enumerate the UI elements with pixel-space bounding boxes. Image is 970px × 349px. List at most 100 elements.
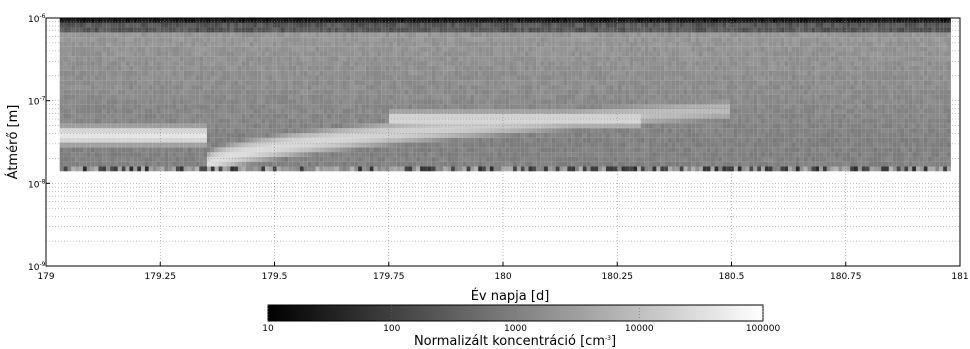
heatmap-cell: [540, 61, 545, 66]
heatmap-cell: [206, 128, 211, 133]
heatmap-cell: [509, 161, 514, 167]
heatmap-cell: [609, 61, 614, 66]
heatmap-cell: [648, 99, 653, 105]
heatmap-cell: [358, 22, 362, 28]
heatmap-cell: [315, 85, 320, 90]
heatmap-cell: [532, 137, 537, 143]
heatmap-cell: [141, 166, 145, 172]
heatmap-cell: [164, 46, 169, 52]
heatmap-cell: [617, 142, 622, 148]
heatmap-cell: [319, 18, 324, 23]
heatmap-cell: [505, 104, 510, 110]
heatmap-cell: [590, 104, 595, 110]
heatmap-cell: [408, 41, 413, 47]
heatmap-cell: [567, 37, 572, 42]
heatmap-cell: [187, 61, 192, 66]
heatmap-cell: [501, 56, 506, 62]
heatmap-cell: [540, 147, 545, 153]
heatmap-cell: [648, 147, 653, 153]
heatmap-cell: [660, 123, 665, 129]
heatmap-cell: [311, 104, 316, 110]
heatmap-cell: [346, 132, 351, 138]
heatmap-cell: [358, 75, 362, 81]
heatmap-cell: [485, 166, 490, 172]
heatmap-cell: [582, 89, 587, 95]
heatmap-cell: [447, 94, 452, 100]
heatmap-cell: [319, 56, 324, 62]
heatmap-cell: [137, 142, 142, 148]
heatmap-cell: [439, 123, 444, 129]
heatmap-cell: [346, 142, 351, 148]
heatmap-cell: [203, 104, 207, 110]
heatmap-cell: [175, 89, 180, 95]
heatmap-cell: [389, 137, 393, 143]
heatmap-cell: [113, 32, 118, 38]
heatmap-cell: [516, 142, 521, 148]
heatmap-cell: [594, 118, 599, 124]
heatmap-cell: [75, 89, 80, 95]
heatmap-cell: [82, 104, 87, 110]
heatmap-cell: [168, 56, 173, 62]
heatmap-cell: [358, 152, 362, 157]
heatmap-cell: [133, 118, 138, 124]
heatmap-cell: [373, 18, 378, 23]
heatmap-cell: [144, 61, 149, 66]
heatmap-cell: [369, 65, 374, 71]
heatmap-cell: [423, 75, 428, 81]
heatmap-cell: [79, 156, 83, 162]
heatmap-cell: [342, 75, 347, 81]
heatmap-cell: [133, 18, 138, 23]
heatmap-cell: [79, 104, 83, 110]
heatmap-cell: [280, 80, 285, 86]
heatmap-cell: [137, 27, 142, 33]
heatmap-cell: [168, 41, 173, 47]
heatmap-cell: [524, 142, 529, 148]
heatmap-cell: [404, 94, 409, 100]
heatmap-cell: [218, 51, 223, 57]
heatmap-cell: [447, 56, 452, 62]
heatmap-cell: [214, 32, 219, 38]
heatmap-cell: [218, 89, 223, 95]
heatmap-cell: [284, 118, 289, 124]
heatmap-cell: [226, 156, 231, 162]
heatmap-cell: [396, 123, 401, 129]
heatmap-cell: [416, 61, 421, 66]
heatmap-cell: [75, 32, 80, 38]
heatmap-cell: [323, 118, 328, 124]
heatmap-cell: [79, 56, 83, 62]
heatmap-cell: [575, 123, 579, 129]
heatmap-cell: [555, 65, 560, 71]
heatmap-cell: [106, 80, 111, 86]
heatmap-cell: [148, 128, 153, 133]
heatmap-cell: [214, 104, 219, 110]
heatmap-cell: [571, 156, 576, 162]
heatmap-cell: [509, 85, 514, 90]
heatmap-cell: [346, 113, 351, 119]
heatmap-cell: [284, 80, 289, 86]
heatmap-cell: [249, 156, 254, 162]
heatmap-cell: [315, 41, 320, 47]
heatmap-cell: [485, 65, 490, 71]
heatmap-cell: [307, 61, 312, 66]
heatmap-cell: [261, 85, 266, 90]
heatmap-cell: [79, 27, 83, 33]
heatmap-cell: [513, 156, 517, 162]
heatmap-cell: [621, 99, 626, 105]
heatmap-cell: [323, 99, 328, 105]
heatmap-cell: [148, 152, 153, 157]
heatmap-cell: [617, 70, 622, 76]
heatmap-cell: [63, 99, 68, 105]
heatmap-cell: [253, 152, 258, 157]
heatmap-cell: [110, 75, 114, 81]
heatmap-cell: [474, 104, 479, 110]
heatmap-cell: [338, 80, 343, 86]
heatmap-cell: [493, 65, 498, 71]
heatmap-cell: [133, 85, 138, 90]
heatmap-cell: [555, 85, 560, 90]
heatmap-cell: [292, 22, 297, 28]
heatmap-cell: [470, 118, 475, 124]
heatmap-cell: [466, 75, 471, 81]
heatmap-cell: [617, 27, 622, 33]
heatmap-cell: [280, 85, 285, 90]
heatmap-cell: [160, 142, 165, 148]
